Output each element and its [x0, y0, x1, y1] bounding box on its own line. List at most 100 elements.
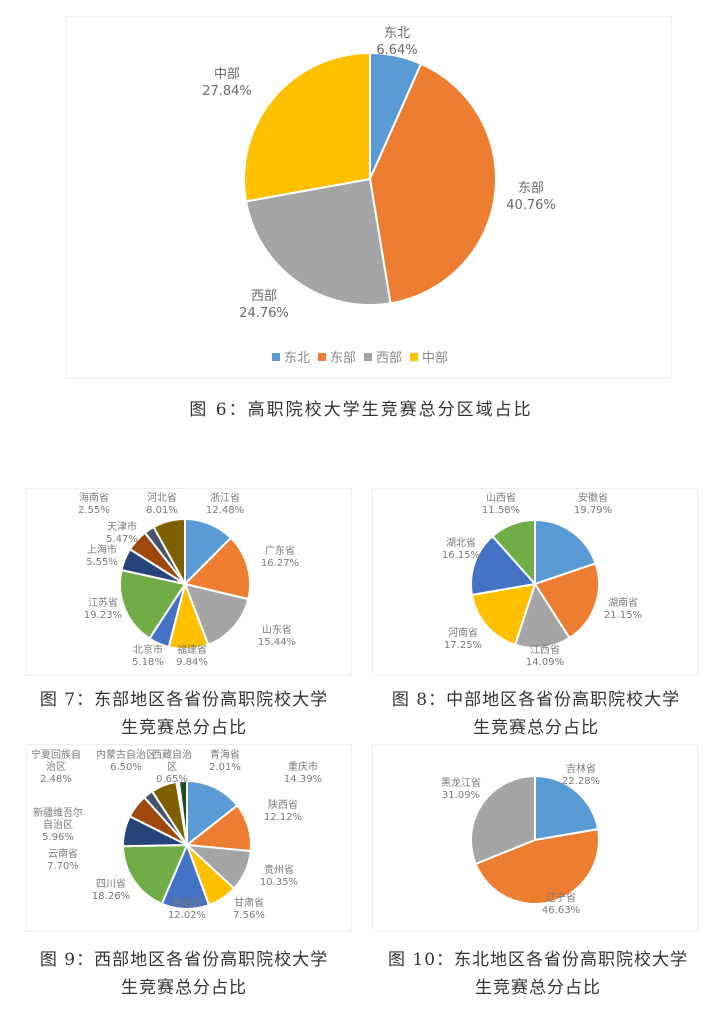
slice-name: 海南省: [79, 493, 109, 504]
slice-percent: 5.47%: [106, 534, 138, 545]
slice-name: 广东省: [265, 546, 295, 557]
slice-percent: 6.50%: [110, 762, 142, 773]
slice-label: 新疆维吾尔自治区 5.96%: [30, 808, 86, 844]
pie-slice: [534, 774, 600, 842]
slice-percent: 21.15%: [603, 610, 643, 621]
slice-name: 天津市: [107, 522, 137, 533]
slice-name: 河北省: [147, 493, 177, 504]
slice-name: 内蒙古自治区: [96, 750, 156, 761]
slice-name: 黑龙江省: [441, 778, 481, 789]
figure-9-caption: 图 9：西部地区各省份高职院校大学 生竞赛总分占比: [14, 946, 354, 1002]
pie-slice: [470, 582, 537, 647]
slice-name: 陕西省: [268, 800, 298, 811]
slice-label: 青海省 2.01%: [200, 750, 250, 774]
slice-percent: 10.35%: [259, 877, 299, 888]
slice-percent: 14.09%: [525, 657, 565, 668]
pie-slice: [244, 177, 392, 306]
slice-percent: 2.55%: [78, 505, 110, 516]
slice-name: 吉林省: [566, 764, 596, 775]
slice-label-dongbu: 东部 40.76%: [506, 181, 556, 213]
slice-label: 山西省 11.58%: [476, 493, 526, 517]
pie-slice: [183, 582, 250, 646]
slice-label: 江苏省 19.23%: [78, 598, 128, 622]
slice-percent: 18.26%: [91, 891, 131, 902]
figure-9-caption-line2: 生竞赛总分占比: [121, 978, 247, 998]
figure-10-chart-panel: [372, 744, 698, 932]
pie-chart-northeast: [470, 774, 600, 905]
figure-6-caption: 图 6：高职院校大学生竞赛总分区域占比: [189, 400, 533, 420]
slice-label: 辽宁省 46.63%: [536, 893, 586, 917]
slice-percent: 12.12%: [263, 812, 303, 823]
slice-percent: 31.09%: [441, 790, 481, 801]
slice-percent: 12.48%: [205, 505, 245, 516]
slice-percent: 2.48%: [40, 774, 72, 785]
slice-name: 山东省: [262, 625, 292, 636]
slice-name: 湖南省: [608, 598, 638, 609]
figure-9-caption-line1: 图 9：西部地区各省份高职院校大学: [39, 950, 329, 970]
figure-6-chart-panel: 东北 6.64% 东部 40.76% 西部 24.76% 中部 27.84% 东北 东部…: [66, 16, 672, 378]
slice-percent: 15.44%: [257, 637, 297, 648]
slice-percent: 12.02%: [167, 910, 207, 921]
pie-slice: [243, 51, 371, 203]
pie-slice: [491, 518, 536, 587]
slice-label: 湖南省 21.15%: [598, 598, 648, 622]
slice-name: 安徽省: [578, 493, 608, 504]
slice-label: 河南省 17.25%: [438, 628, 488, 652]
slice-label: 山东省 15.44%: [252, 625, 302, 649]
slice-percent: 9.84%: [176, 657, 208, 668]
slice-label: 西藏自治区 0.65%: [152, 750, 192, 786]
slice-percent: 5.96%: [42, 832, 74, 843]
slice-label: 四川省 18.26%: [86, 879, 136, 903]
legend-item-xibu: 西部: [364, 347, 402, 366]
slice-name: 山西省: [486, 493, 516, 504]
slice-label: 广东省 16.27%: [255, 546, 305, 570]
slice-percent: 8.01%: [146, 505, 178, 516]
slice-name: 四川省: [96, 879, 126, 890]
legend-item-dongbei: 东北: [272, 347, 310, 366]
figure-8-caption: 图 8：中部地区各省份高职院校大学 生竞赛总分占比: [366, 686, 706, 742]
slice-label: 重庆市 14.39%: [278, 762, 328, 786]
figure-10-caption-line1: 图 10：东北地区各省份高职院校大学: [387, 950, 689, 970]
figure-10-caption: 图 10：东北地区各省份高职院校大学 生竞赛总分占比: [366, 946, 710, 1002]
slice-name: 湖北省: [446, 538, 476, 549]
slice-percent: 46.63%: [541, 905, 581, 916]
slice-name: 甘肃省: [234, 898, 264, 909]
slice-name: 宁夏回族自治区: [31, 750, 81, 773]
slice-percent: 14.39%: [283, 774, 323, 785]
pie-chart-regions: [243, 51, 497, 306]
pie-slice: [152, 517, 186, 585]
figure-7-caption-line1: 图 7：东部地区各省份高职院校大学: [39, 690, 329, 710]
slice-percent: 17.25%: [443, 640, 483, 651]
pie-slice: [470, 774, 536, 866]
slice-percent: 16.27%: [260, 558, 300, 569]
slice-label: 上海市 5.55%: [80, 545, 124, 569]
pie-slice: [368, 62, 497, 305]
pie-chart-east: [119, 517, 251, 650]
slice-name: 江西省: [530, 645, 560, 656]
slice-name: 福建省: [177, 645, 207, 656]
slice-label: 黑龙江省 31.09%: [432, 778, 490, 802]
chart-legend: 东北 东部 西部 中部: [272, 347, 448, 366]
slice-name: 新疆维吾尔自治区: [33, 808, 83, 831]
slice-label: 安徽省 19.79%: [568, 493, 618, 517]
pie-slice: [177, 779, 188, 846]
pie-chart-west: [121, 779, 252, 910]
slice-label-xibu: 西部 24.76%: [239, 289, 289, 321]
slice-label: 浙江省 12.48%: [200, 493, 250, 517]
pie-slice: [533, 562, 600, 640]
slice-percent: 19.23%: [83, 610, 123, 621]
slice-percent: 22.28%: [561, 776, 601, 787]
pie-slice: [186, 779, 239, 848]
legend-item-dongbu: 东部: [318, 347, 356, 366]
slice-percent: 7.56%: [233, 910, 265, 921]
slice-label: 吉林省 22.28%: [556, 764, 606, 788]
slice-label: 江西省 14.09%: [520, 645, 570, 669]
legend-item-zhongbu: 中部: [410, 347, 448, 366]
pie-chart-central: [470, 518, 600, 649]
slice-percent: 5.18%: [132, 657, 164, 668]
slice-name: 浙江省: [210, 493, 240, 504]
slice-name: 云南省: [48, 849, 78, 860]
slice-name: 自治区: [172, 898, 202, 909]
figure-8-caption-line1: 图 8：中部地区各省份高职院校大学: [391, 690, 681, 710]
slice-label: 湖北省 16.15%: [436, 538, 486, 562]
